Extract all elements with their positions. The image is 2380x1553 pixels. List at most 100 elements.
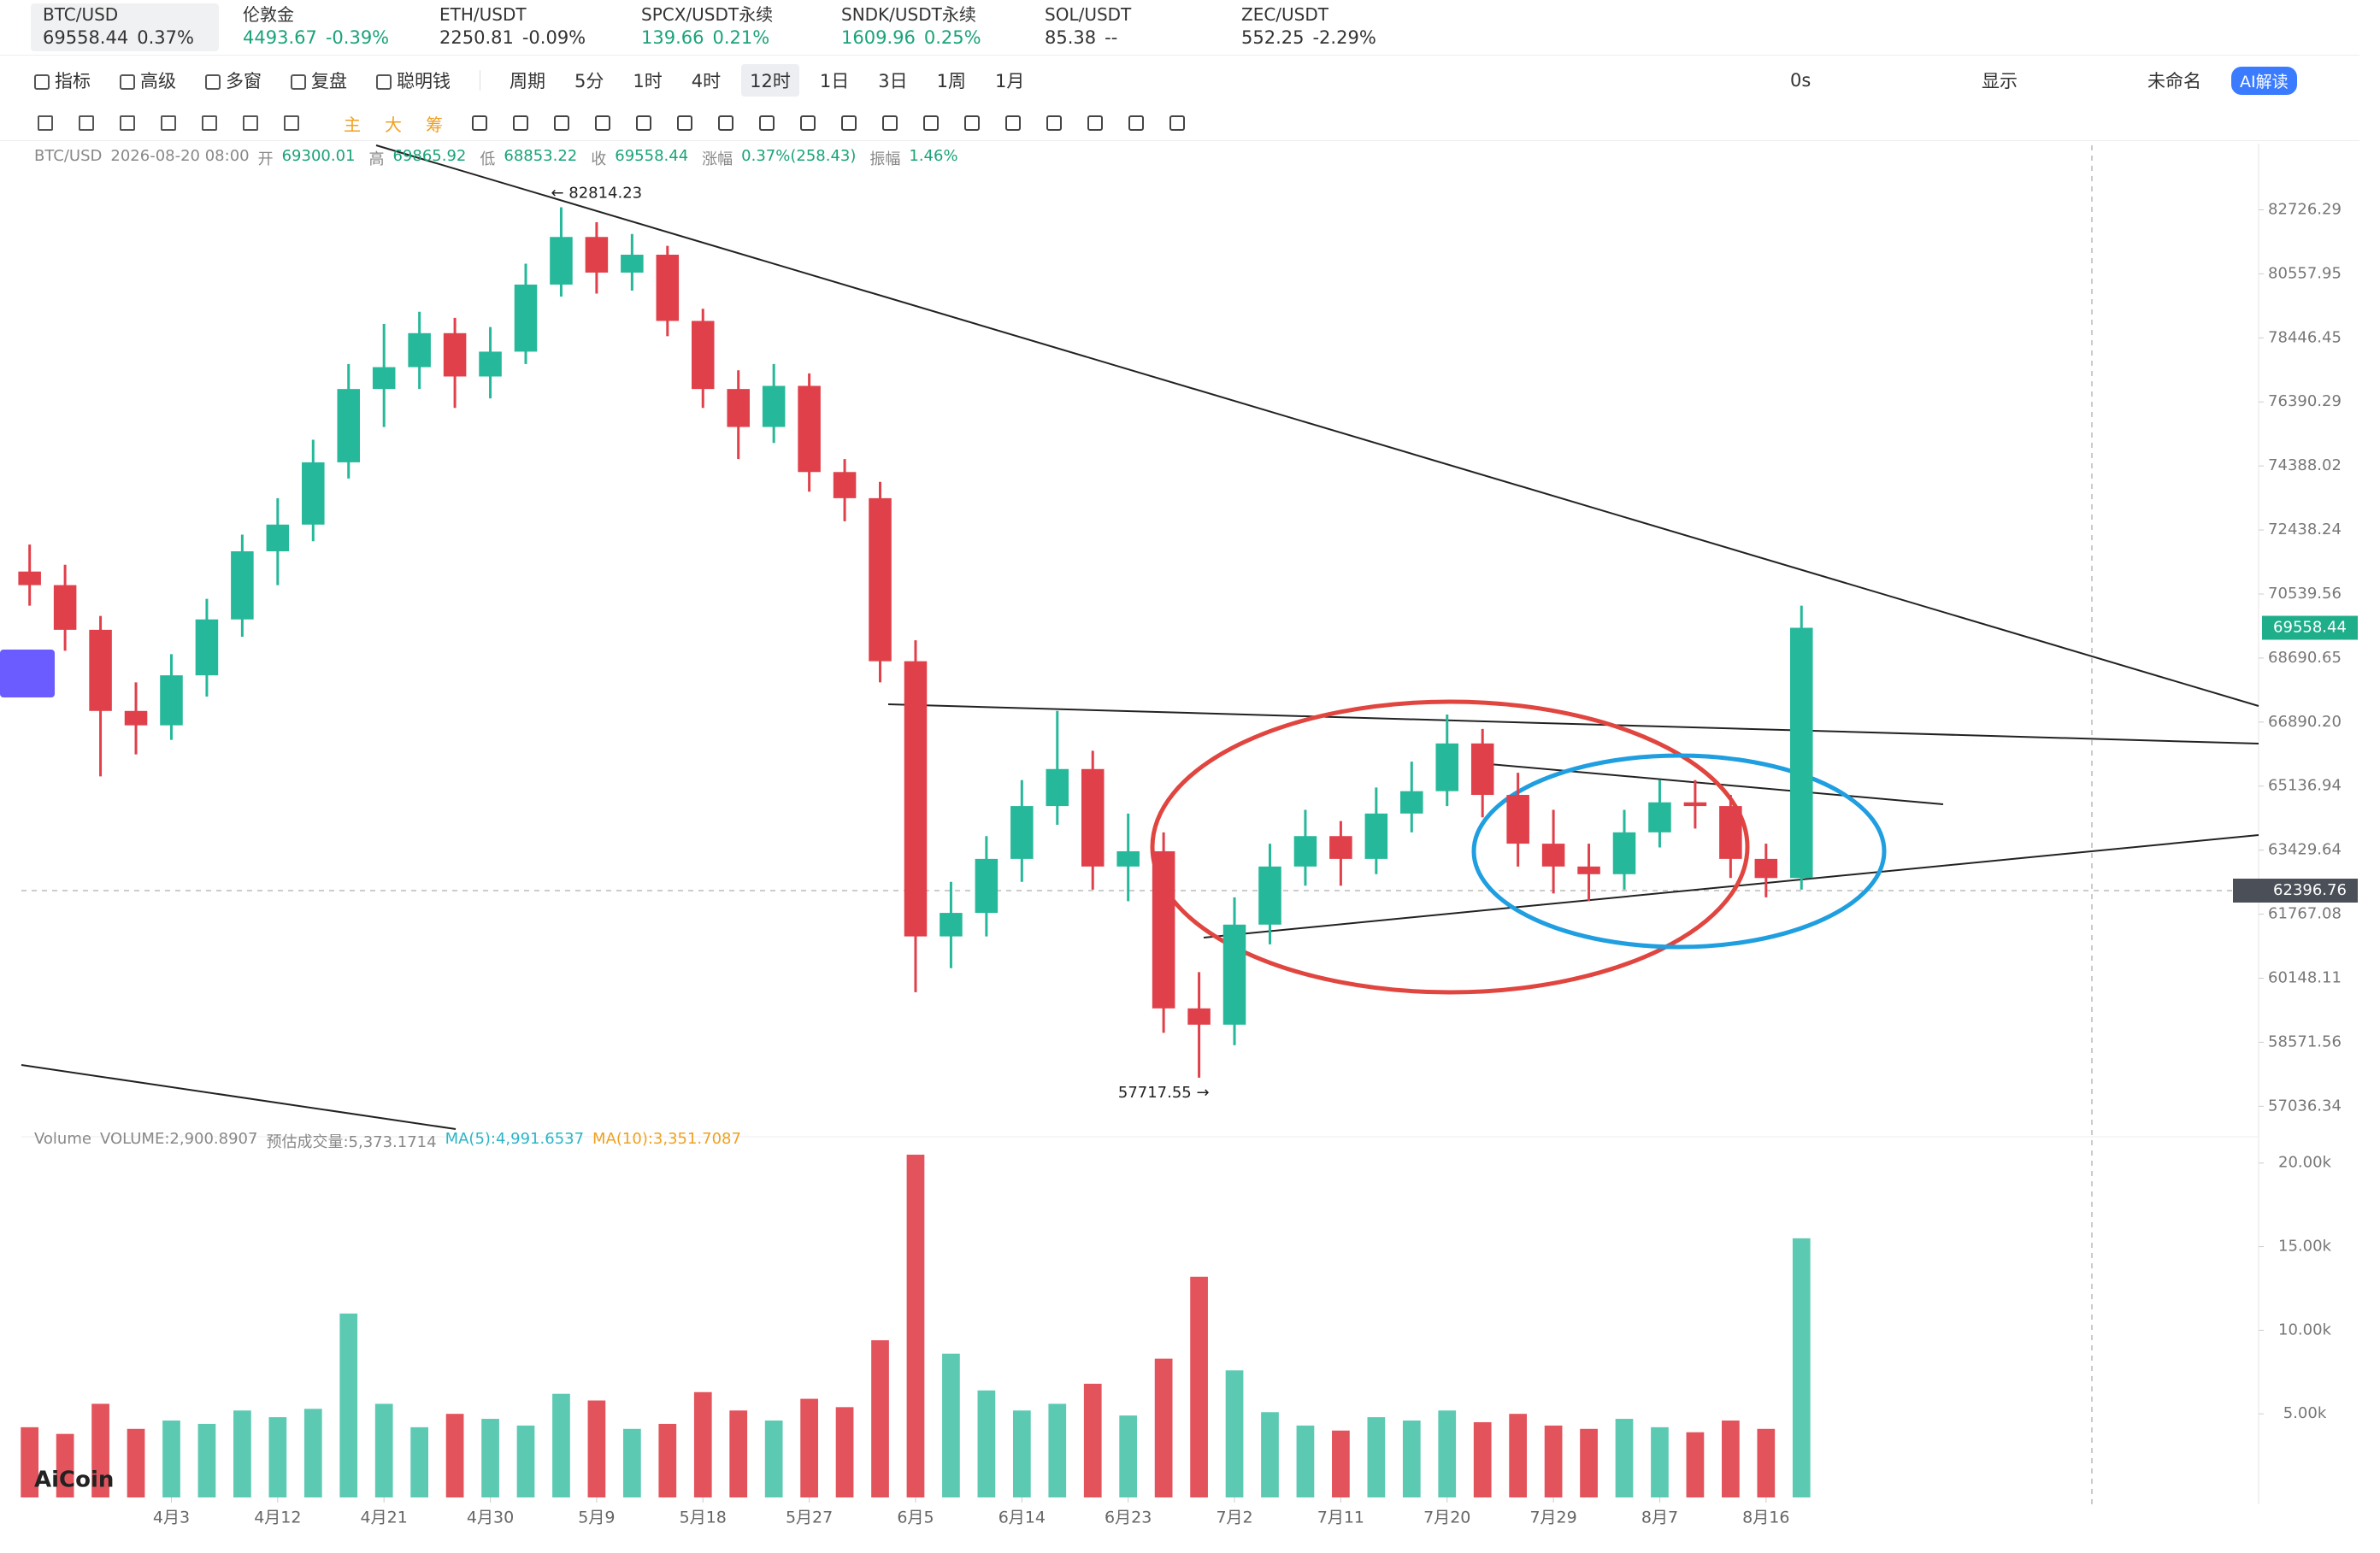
period-button[interactable]: 4时 — [691, 71, 722, 91]
info-value: 1.46% — [909, 147, 958, 165]
candle-body — [124, 710, 148, 726]
ticker[interactable]: SPCX/USDT永续 139.66 0.21% — [629, 3, 817, 51]
volume-bar — [127, 1428, 145, 1497]
toolbar-label: 高级 — [140, 71, 176, 91]
icon — [376, 74, 392, 90]
indicator-tool[interactable]: 大 — [385, 114, 402, 135]
volume-bar — [481, 1419, 499, 1497]
draw-tool[interactable] — [202, 115, 217, 131]
draw-tool[interactable] — [759, 115, 775, 131]
volume-bar — [339, 1313, 358, 1497]
period-button[interactable]: 3日 — [878, 71, 908, 91]
candle-body — [372, 367, 396, 390]
icon — [205, 74, 221, 90]
draw-tool[interactable] — [923, 115, 939, 131]
volume-bar — [1332, 1430, 1350, 1497]
candle-body — [1293, 836, 1317, 867]
y-tick-label: 70539.56 — [2268, 585, 2342, 603]
draw-tool[interactable] — [161, 115, 176, 131]
candle-body — [53, 585, 77, 630]
info-value: 0.37%(258.43) — [741, 147, 857, 165]
draw-tool[interactable] — [472, 115, 487, 131]
toolbar-right-button[interactable]: 未命名 — [2147, 71, 2201, 91]
ticker-bar: BTC/USD 69558.44 0.37% 伦敦金 4493.67 -0.39% ETH/… — [0, 0, 2359, 56]
crosshair-price: 62396.76 — [2273, 881, 2347, 899]
draw-tool[interactable] — [1005, 115, 1021, 131]
toolbar-button[interactable]: 多窗 — [205, 68, 262, 93]
toolbar-right-button[interactable]: AI解读 — [2231, 66, 2297, 95]
draw-tool[interactable] — [636, 115, 651, 131]
volume-bar — [1083, 1383, 1102, 1497]
draw-tool[interactable] — [677, 115, 692, 131]
draw-tool[interactable] — [38, 115, 53, 131]
period-button[interactable]: 5分 — [574, 71, 604, 91]
draw-tool[interactable] — [718, 115, 733, 131]
draw-tool[interactable] — [1128, 115, 1144, 131]
ticker[interactable]: SOL/USDT 85.38 -- — [1033, 3, 1221, 51]
candle-body — [621, 255, 644, 273]
volume-bar — [942, 1353, 960, 1497]
toolbar-right-button[interactable]: 0s — [1790, 70, 1812, 91]
ticker[interactable]: ZEC/USDT 552.25 -2.29% — [1229, 3, 1417, 51]
y-tick-label: 76390.29 — [2268, 392, 2342, 410]
ticker-symbol: BTC/USD — [43, 4, 119, 25]
volume-bar — [764, 1421, 783, 1497]
toolbar: 指标 高级 多窗 复盘 聪明钱 周期 5分 1时 4时 12时 1日 3日 1周 1月 0s 显示 未命名 AI解… — [0, 62, 2359, 99]
toolbar-button[interactable]: 高级 — [120, 68, 176, 93]
x-tick-label: 8月7 — [1641, 1509, 1678, 1527]
side-tab[interactable] — [0, 650, 55, 697]
period-button[interactable]: 1时 — [633, 71, 663, 91]
ticker[interactable]: 伦敦金 4493.67 -0.39% — [231, 3, 419, 51]
crosshair-price-tag — [2233, 879, 2358, 903]
x-tick-label: 5月18 — [680, 1509, 727, 1527]
toolbar-right-button[interactable]: 显示 — [1982, 71, 2018, 91]
indicator-tool[interactable]: 筹 — [426, 114, 443, 135]
candle-body — [1081, 768, 1105, 867]
y-tick-label: 68690.65 — [2268, 649, 2342, 667]
period-button[interactable]: 1周 — [936, 71, 966, 91]
x-tick-label: 7月29 — [1529, 1509, 1576, 1527]
toolbar-button[interactable]: 指标 — [34, 68, 91, 93]
y-tick-label: 74388.02 — [2268, 456, 2342, 474]
draw-tool[interactable] — [243, 115, 258, 131]
draw-tool[interactable] — [554, 115, 569, 131]
period-button[interactable]: 12时 — [741, 64, 799, 97]
draw-tool[interactable] — [800, 115, 816, 131]
draw-tool[interactable] — [841, 115, 857, 131]
draw-tool[interactable] — [1087, 115, 1103, 131]
period-button[interactable]: 周期 — [510, 71, 545, 91]
y-tick-label: 60148.11 — [2268, 968, 2342, 986]
candle-body — [1116, 850, 1140, 867]
legend-entry: MA(5):4,991.6537 — [445, 1130, 585, 1148]
period-button[interactable]: 1月 — [994, 71, 1025, 91]
draw-tool[interactable] — [882, 115, 898, 131]
x-tick-label: 6月5 — [897, 1509, 934, 1527]
info-label: 高 — [368, 150, 385, 168]
period-button[interactable]: 1日 — [819, 71, 850, 91]
draw-tool[interactable] — [513, 115, 528, 131]
toolbar-button[interactable]: 聪明钱 — [376, 68, 451, 93]
draw-tool[interactable] — [284, 115, 299, 131]
candle-body — [1612, 832, 1636, 874]
ticker-change: -2.29% — [1312, 27, 1376, 48]
toolbar-button[interactable]: 复盘 — [291, 68, 347, 93]
volume-bar — [1792, 1238, 1811, 1497]
draw-tool[interactable] — [1169, 115, 1185, 131]
toolbar-label: 聪明钱 — [397, 71, 451, 91]
indicator-tool[interactable]: 主 — [344, 114, 361, 135]
draw-tool[interactable] — [595, 115, 610, 131]
drawings — [21, 144, 2259, 1130]
volume-bar — [233, 1410, 251, 1497]
ticker[interactable]: BTC/USD 69558.44 0.37% — [31, 3, 219, 51]
ohlc-info: BTC/USD 2026-08-20 08:00 开 69300.01 高 69865.9… — [34, 147, 963, 169]
draw-tool[interactable] — [1046, 115, 1062, 131]
ticker[interactable]: SNDK/USDT永续 1609.96 0.25% — [829, 3, 1017, 51]
draw-tool[interactable] — [120, 115, 135, 131]
draw-tool[interactable] — [79, 115, 94, 131]
draw-tool[interactable] — [964, 115, 980, 131]
trend-line — [1479, 762, 1944, 805]
y-tick-label: 57036.34 — [2268, 1097, 2342, 1115]
ticker[interactable]: ETH/USDT 2250.81 -0.09% — [427, 3, 616, 51]
y-tick-label: 5.00k — [2283, 1404, 2327, 1422]
